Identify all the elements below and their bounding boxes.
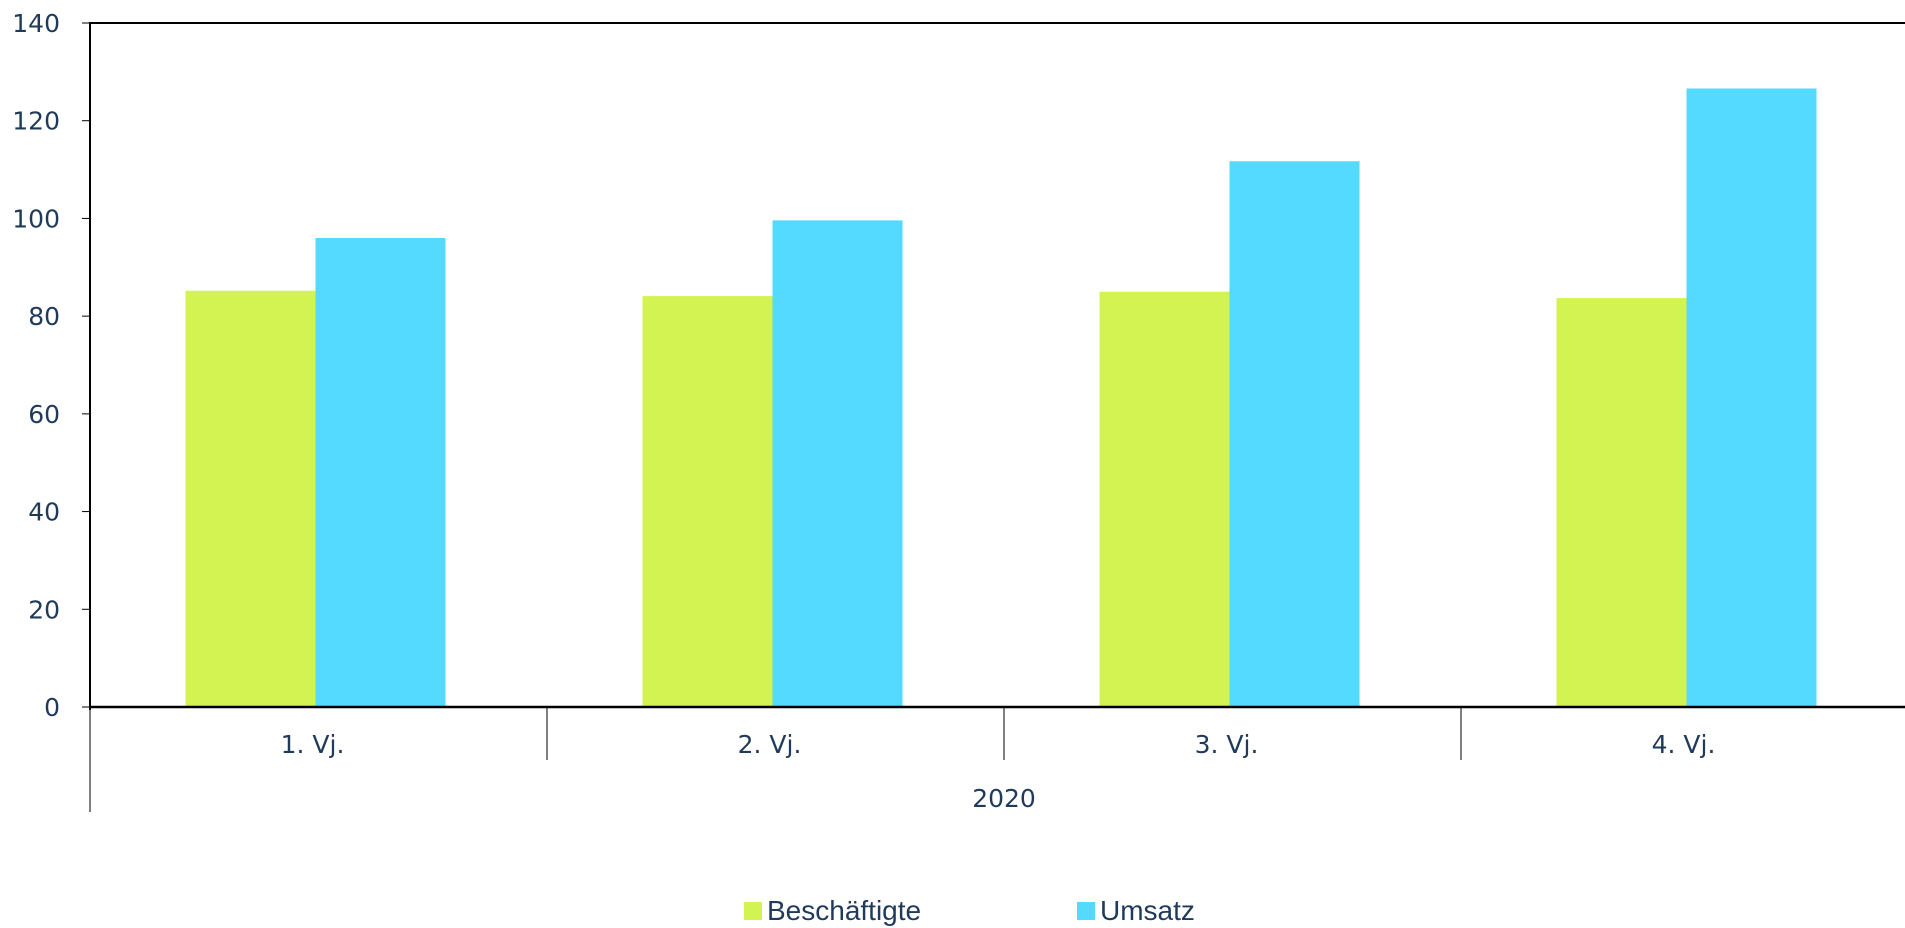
legend: Beschäftigte Umsatz (744, 895, 1195, 926)
x-category-label: 4. Vj. (1652, 730, 1716, 759)
y-tick-label: 120 (12, 107, 60, 136)
bar-umsatz-3 (1229, 161, 1360, 707)
bar-besch-ftigte-3 (1099, 291, 1230, 707)
y-tick-label: 40 (28, 498, 60, 527)
legend-label: Umsatz (1100, 895, 1195, 926)
x-category-label: 3. Vj. (1195, 730, 1259, 759)
y-tick-label: 20 (28, 595, 60, 624)
bar-umsatz-2 (772, 220, 903, 707)
x-category-labels: 1. Vj. 2. Vj. 3. Vj. 4. Vj. (281, 730, 1716, 759)
bar-besch-ftigte-1 (185, 290, 316, 707)
bar-umsatz-4 (1686, 88, 1817, 708)
y-tick-labels: 0 20 40 60 80 100 120 140 (12, 9, 60, 722)
x-category-label: 1. Vj. (281, 730, 345, 759)
y-tick-label: 0 (44, 693, 60, 722)
y-tick-label: 140 (12, 9, 60, 38)
y-tick-label: 100 (12, 204, 60, 233)
axes-layer (82, 22, 1905, 812)
bar-umsatz-1 (315, 237, 446, 707)
x-category-label: 2. Vj. (738, 730, 802, 759)
bar-besch-ftigte-4 (1556, 298, 1687, 707)
y-tick-label: 60 (28, 400, 60, 429)
bars-layer (185, 88, 1817, 708)
y-tick-label: 80 (28, 302, 60, 331)
legend-swatch-besch-ftigte (744, 902, 762, 920)
legend-label: Beschäftigte (767, 895, 921, 926)
legend-swatch-umsatz (1077, 902, 1095, 920)
bar-besch-ftigte-2 (642, 296, 773, 707)
group-label-year: 2020 (972, 784, 1036, 813)
